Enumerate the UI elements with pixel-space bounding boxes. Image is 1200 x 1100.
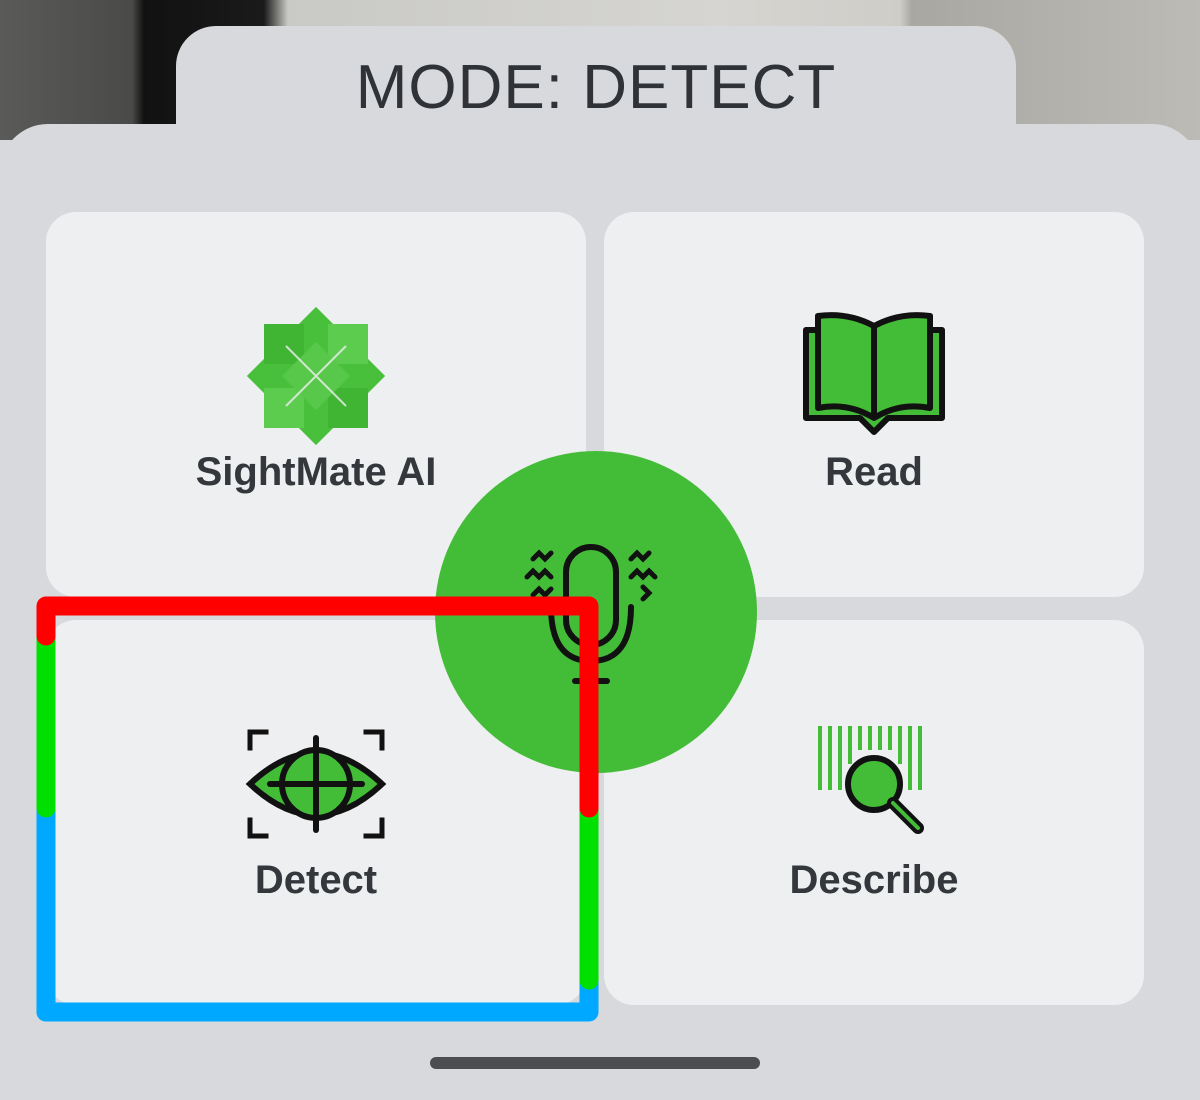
open-book-icon — [803, 312, 945, 435]
mode-tab — [176, 26, 1016, 156]
sightmate-logo-icon — [246, 306, 386, 446]
sightmate-ai-label: SightMate AI — [195, 450, 437, 494]
barcode-search-icon — [818, 726, 924, 834]
mode-title: MODE: DETECT — [355, 53, 837, 122]
detect-label: Detect — [254, 858, 378, 902]
home-indicator[interactable] — [430, 1057, 760, 1069]
describe-card[interactable]: Describe — [604, 620, 1144, 1005]
describe-label: Describe — [789, 858, 959, 902]
read-label: Read — [825, 450, 923, 494]
eye-target-icon — [246, 729, 386, 839]
